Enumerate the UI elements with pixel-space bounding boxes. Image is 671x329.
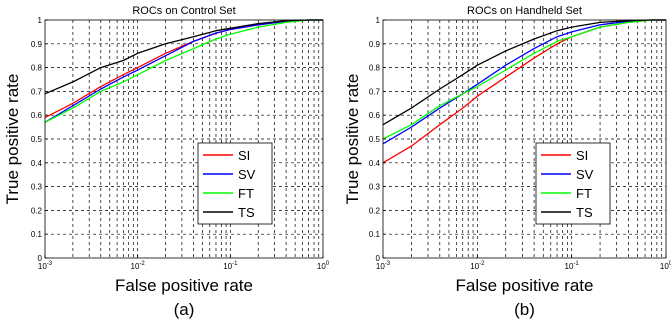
y-tick-label: 0.8 (31, 64, 43, 73)
y-tick-label: 0.6 (369, 111, 381, 120)
legend: SI SV FT TS (197, 142, 273, 225)
y-axis-label: True positive rate (3, 74, 22, 205)
y-tick-label: 0.7 (31, 87, 43, 96)
panel-label: (a) (174, 300, 195, 319)
y-tick-label: 0.4 (31, 159, 43, 168)
y-tick-label: 0 (376, 254, 381, 263)
panel-label: (b) (514, 300, 535, 319)
y-tick-label: 0.4 (369, 159, 381, 168)
x-axis-label: False positive rate (115, 276, 253, 295)
series-line-ts (382, 19, 666, 126)
legend-label-sv: SV (576, 167, 594, 182)
x-tick-label: 10-2 (131, 261, 146, 271)
y-tick-label: 0.2 (31, 206, 43, 215)
chart-title: ROCs on Control Set (132, 5, 235, 17)
x-tick-label: 100 (660, 261, 671, 271)
y-tick-label: 0.1 (369, 230, 381, 239)
x-tick-label: 10-3 (376, 261, 391, 271)
legend-label-ft: FT (576, 186, 592, 201)
series-line-ft (382, 19, 666, 140)
legend-label-sv: SV (238, 167, 256, 182)
legend: SI SV FT TS (535, 142, 611, 225)
y-tick-label: 1 (38, 16, 43, 25)
y-tick-label: 1 (376, 16, 381, 25)
y-tick-label: 0.9 (369, 40, 381, 49)
legend-label-si: SI (576, 148, 588, 163)
chart-panel-b: 0 0.1 0.2 0.3 0.4 0.5 0.6 0.7 0.8 0.9 1 10-3 10-2 10-… (343, 5, 671, 319)
series-lines (382, 19, 666, 164)
y-tick-label: 0.1 (31, 230, 43, 239)
grid (45, 20, 323, 258)
series-line-ts (44, 19, 323, 95)
y-tick-label: 0.5 (369, 135, 381, 144)
legend-label-ts: TS (238, 205, 255, 220)
y-tick-label: 0 (38, 254, 43, 263)
y-tick-label: 0.9 (31, 40, 43, 49)
y-axis-label: True positive rate (343, 74, 362, 205)
chart-title: ROCs on Handheld Set (467, 5, 582, 17)
legend-label-si: SI (238, 148, 250, 163)
y-tick-label: 0.2 (369, 206, 381, 215)
x-tick-label: 10-1 (223, 261, 238, 271)
y-tick-label: 0.5 (31, 135, 43, 144)
y-tick-label: 0.8 (369, 64, 381, 73)
chart-panel-a: 0 0.1 0.2 0.3 0.4 0.5 0.6 0.7 0.8 0.9 1 10-3 10-2 10-… (3, 5, 330, 319)
legend-label-ts: TS (576, 205, 593, 220)
x-tick-label: 10-2 (470, 261, 485, 271)
x-tick-label: 100 (317, 261, 330, 271)
series-line-ft (44, 19, 323, 123)
y-tick-label: 0.3 (31, 183, 43, 192)
y-tick-label: 0.6 (31, 111, 43, 120)
y-tick-label: 0.7 (369, 87, 381, 96)
legend-box (535, 142, 611, 225)
series-lines (44, 19, 323, 123)
legend-label-ft: FT (238, 186, 254, 201)
x-tick-label: 10-3 (38, 261, 53, 271)
x-tick-label: 10-1 (565, 261, 580, 271)
x-axis-label: False positive rate (456, 276, 594, 295)
y-tick-label: 0.3 (369, 183, 381, 192)
legend-box (197, 142, 273, 225)
